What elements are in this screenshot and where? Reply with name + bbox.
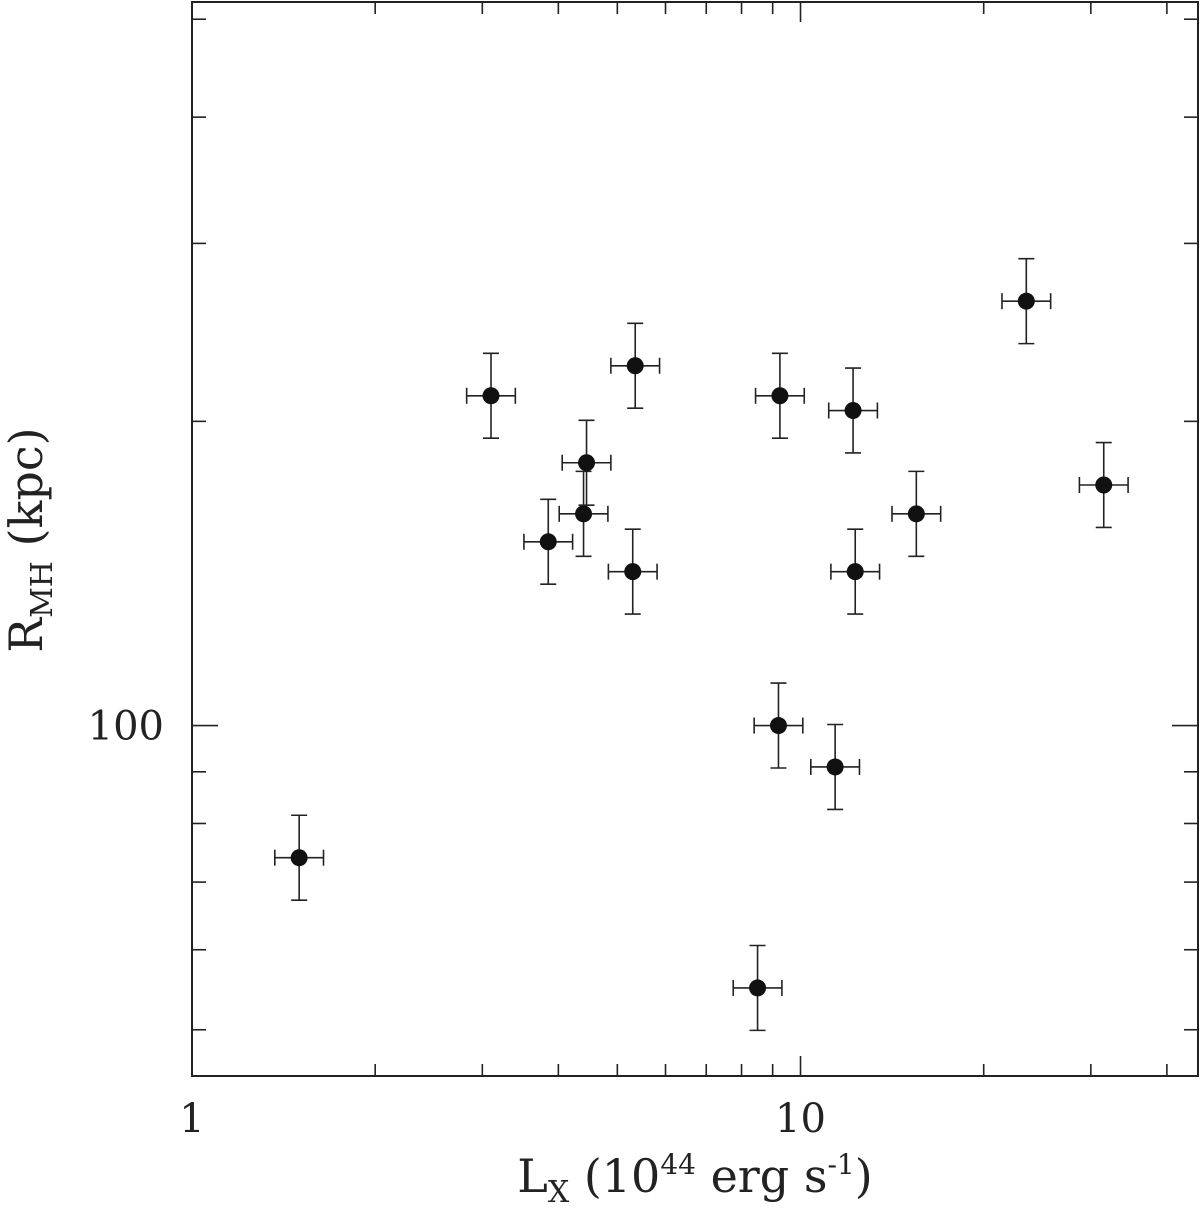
data-point [809,723,861,811]
point-marker [539,533,557,551]
point-marker [771,387,789,405]
data-point [465,352,517,440]
point-marker [749,979,767,997]
point-marker [844,402,862,420]
x-axis-label-sub: X [548,1175,570,1209]
point-marker [846,563,864,581]
data-point [754,352,806,440]
data-points [274,257,1129,1032]
data-point [732,944,783,1032]
axis-ticks [192,2,1198,1076]
data-point [610,322,661,410]
data-point [561,419,612,506]
point-marker [1017,292,1035,310]
point-marker [769,717,787,735]
data-point [607,528,658,615]
point-marker [578,454,596,472]
data-point [1001,257,1052,345]
data-point [274,814,325,901]
y-tick-label: 100 [88,704,164,750]
y-axis-label-sub: MH [25,561,60,618]
data-point [558,470,609,558]
data-point [891,470,942,558]
point-marker [575,505,593,523]
point-marker [826,758,844,776]
x-axis-label-rest-mid: erg s [696,1149,828,1203]
x-axis-label-rest-after: ) [855,1149,873,1203]
x-axis-label: LX (1044 erg s-1) [517,1148,872,1209]
data-point [523,498,574,586]
point-marker [1095,476,1113,494]
point-marker [482,387,500,405]
plot-frame [191,1,1199,1077]
x-axis-label-sup: 44 [660,1148,696,1181]
x-tick-label: 1 [179,1096,204,1142]
point-marker [626,357,644,375]
x-axis-label-sup2: -1 [827,1148,854,1181]
data-point [830,528,881,615]
data-point [827,367,879,454]
data-point [753,682,804,769]
x-tick-label: 10 [775,1096,826,1142]
y-axis-label-main: R [0,617,53,653]
tick-labels: 1 10 100 [88,704,826,1142]
point-marker [907,505,925,523]
x-axis-label-rest: (10 [569,1149,660,1203]
x-axis-label-main: L [517,1149,548,1203]
y-axis-label-rest: (kpc) [0,427,53,561]
y-axis-label: RMH (kpc) [0,427,60,652]
data-point [1078,441,1129,529]
point-marker [290,849,308,867]
point-marker [624,563,642,581]
